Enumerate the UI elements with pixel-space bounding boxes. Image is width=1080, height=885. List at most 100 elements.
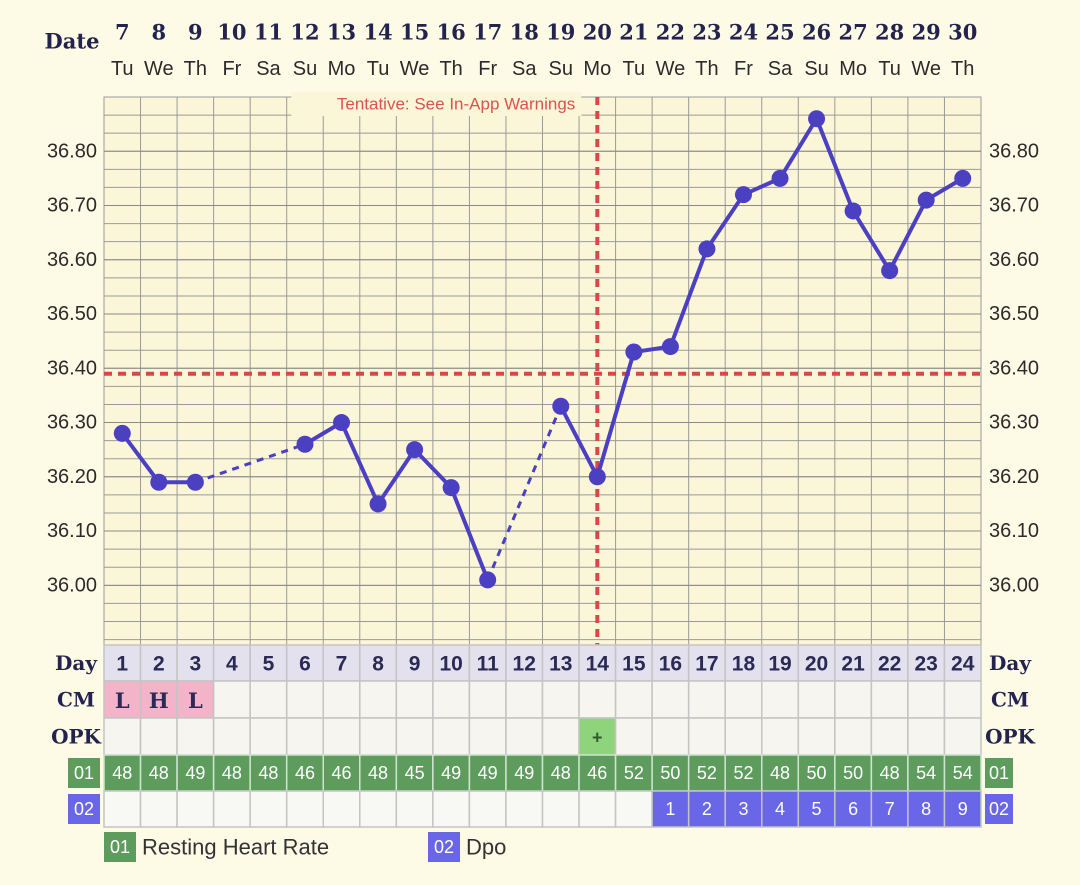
- dpo-cell: [212, 790, 251, 828]
- weekday-label: Su: [293, 58, 317, 80]
- dpo-cell: [285, 790, 325, 828]
- cell: [176, 717, 215, 756]
- date-label: 25: [765, 20, 794, 45]
- cell: [687, 680, 726, 719]
- cell: [614, 717, 653, 756]
- weekday-label: We: [911, 58, 941, 80]
- badge: [428, 832, 460, 862]
- dpo-cell: [468, 790, 507, 828]
- cell: [943, 717, 982, 756]
- rhr-value: 46: [587, 763, 607, 783]
- temperature-point: [186, 473, 204, 491]
- opk-value: +: [592, 728, 603, 748]
- rhr-value: 45: [405, 763, 425, 783]
- interpolation-line: [486, 405, 563, 581]
- row-label-right: Day: [989, 651, 1032, 675]
- cell: [505, 644, 544, 682]
- date-label: 19: [546, 20, 575, 45]
- row-label: OPK: [51, 725, 101, 749]
- days-value: 4: [226, 653, 238, 676]
- y-tick-label-right: 36.60: [989, 249, 1039, 271]
- cell: [578, 680, 617, 719]
- dpo-cell: [943, 790, 982, 828]
- date-label: 12: [290, 20, 319, 45]
- cell: [907, 680, 946, 719]
- cell: [359, 717, 398, 756]
- rhr-cell: [103, 754, 142, 792]
- cell: [103, 717, 142, 756]
- days-value: 2: [153, 653, 165, 676]
- rhr-value: 46: [332, 763, 352, 783]
- cell: [249, 644, 288, 682]
- y-tick-label: 36.70: [47, 195, 97, 217]
- dpo-cell: [249, 790, 288, 828]
- dpo-cell: [870, 790, 909, 828]
- dpo-cell: [651, 790, 690, 828]
- cell: [834, 717, 873, 756]
- y-tick-label-right: 36.10: [989, 520, 1039, 542]
- days-value: 16: [659, 653, 682, 676]
- cell: [322, 717, 361, 756]
- days-value: 18: [732, 653, 756, 676]
- dpo-value: 3: [738, 799, 748, 819]
- y-tick-label-right: 36.70: [989, 195, 1039, 217]
- cell: [432, 680, 471, 719]
- cell: [724, 680, 763, 719]
- rhr-cell: [468, 754, 507, 792]
- weekday-label: Tu: [367, 58, 390, 80]
- days-value: 6: [299, 653, 311, 676]
- y-tick-label-right: 36.00: [989, 574, 1039, 596]
- days-value: 9: [409, 653, 421, 676]
- cell: [651, 717, 690, 756]
- y-tick-label: 36.00: [47, 574, 97, 596]
- rhr-value: 49: [441, 763, 461, 783]
- cell: [212, 644, 251, 682]
- cell: [468, 717, 507, 756]
- cell: [176, 644, 215, 682]
- y-tick-label: 36.60: [47, 249, 97, 271]
- date-label: 28: [875, 20, 904, 45]
- annotation-bg: [291, 92, 582, 116]
- y-tick-label: 36.10: [47, 520, 97, 542]
- cell: [797, 644, 836, 682]
- days-value: 15: [622, 653, 646, 676]
- rhr-value: 48: [112, 763, 132, 783]
- cell: [724, 717, 763, 756]
- cell: [322, 680, 361, 719]
- cell: [834, 680, 873, 719]
- row-label: CM: [57, 688, 95, 712]
- cell: [578, 717, 617, 756]
- date-label: 23: [692, 20, 721, 45]
- date-label: 8: [152, 20, 167, 45]
- badge: [68, 758, 100, 788]
- days-value: 1: [116, 653, 128, 676]
- temperature-point: [917, 191, 935, 209]
- date-label: 14: [363, 20, 392, 45]
- rhr-value: 48: [258, 763, 278, 783]
- weekday-label: Fr: [222, 58, 241, 80]
- days-value: 14: [586, 653, 610, 676]
- temperature-point: [333, 414, 351, 432]
- weekday-label: Th: [951, 58, 974, 80]
- y-tick-label: 36.30: [47, 412, 97, 434]
- rhr-value: 50: [807, 763, 827, 783]
- y-tick-label: 36.40: [47, 357, 97, 379]
- rhr-cell: [139, 754, 178, 792]
- weekday-label: Sa: [768, 58, 793, 80]
- dpo-cell: [505, 790, 544, 828]
- rhr-value: 49: [478, 763, 498, 783]
- dpo-cell: [541, 790, 580, 828]
- cell: [761, 717, 800, 756]
- date-label: 17: [473, 20, 502, 45]
- cell: [395, 717, 434, 756]
- days-value: 12: [513, 653, 536, 676]
- badge-label: 01: [74, 763, 94, 783]
- cell: [907, 644, 946, 682]
- rhr-value: 48: [222, 763, 242, 783]
- days-value: 3: [190, 653, 202, 676]
- y-tick-label: 36.80: [47, 140, 97, 162]
- temperature-point: [954, 169, 972, 187]
- dpo-cell: [614, 790, 653, 828]
- cell: [285, 644, 325, 682]
- dpo-cell: [432, 790, 471, 828]
